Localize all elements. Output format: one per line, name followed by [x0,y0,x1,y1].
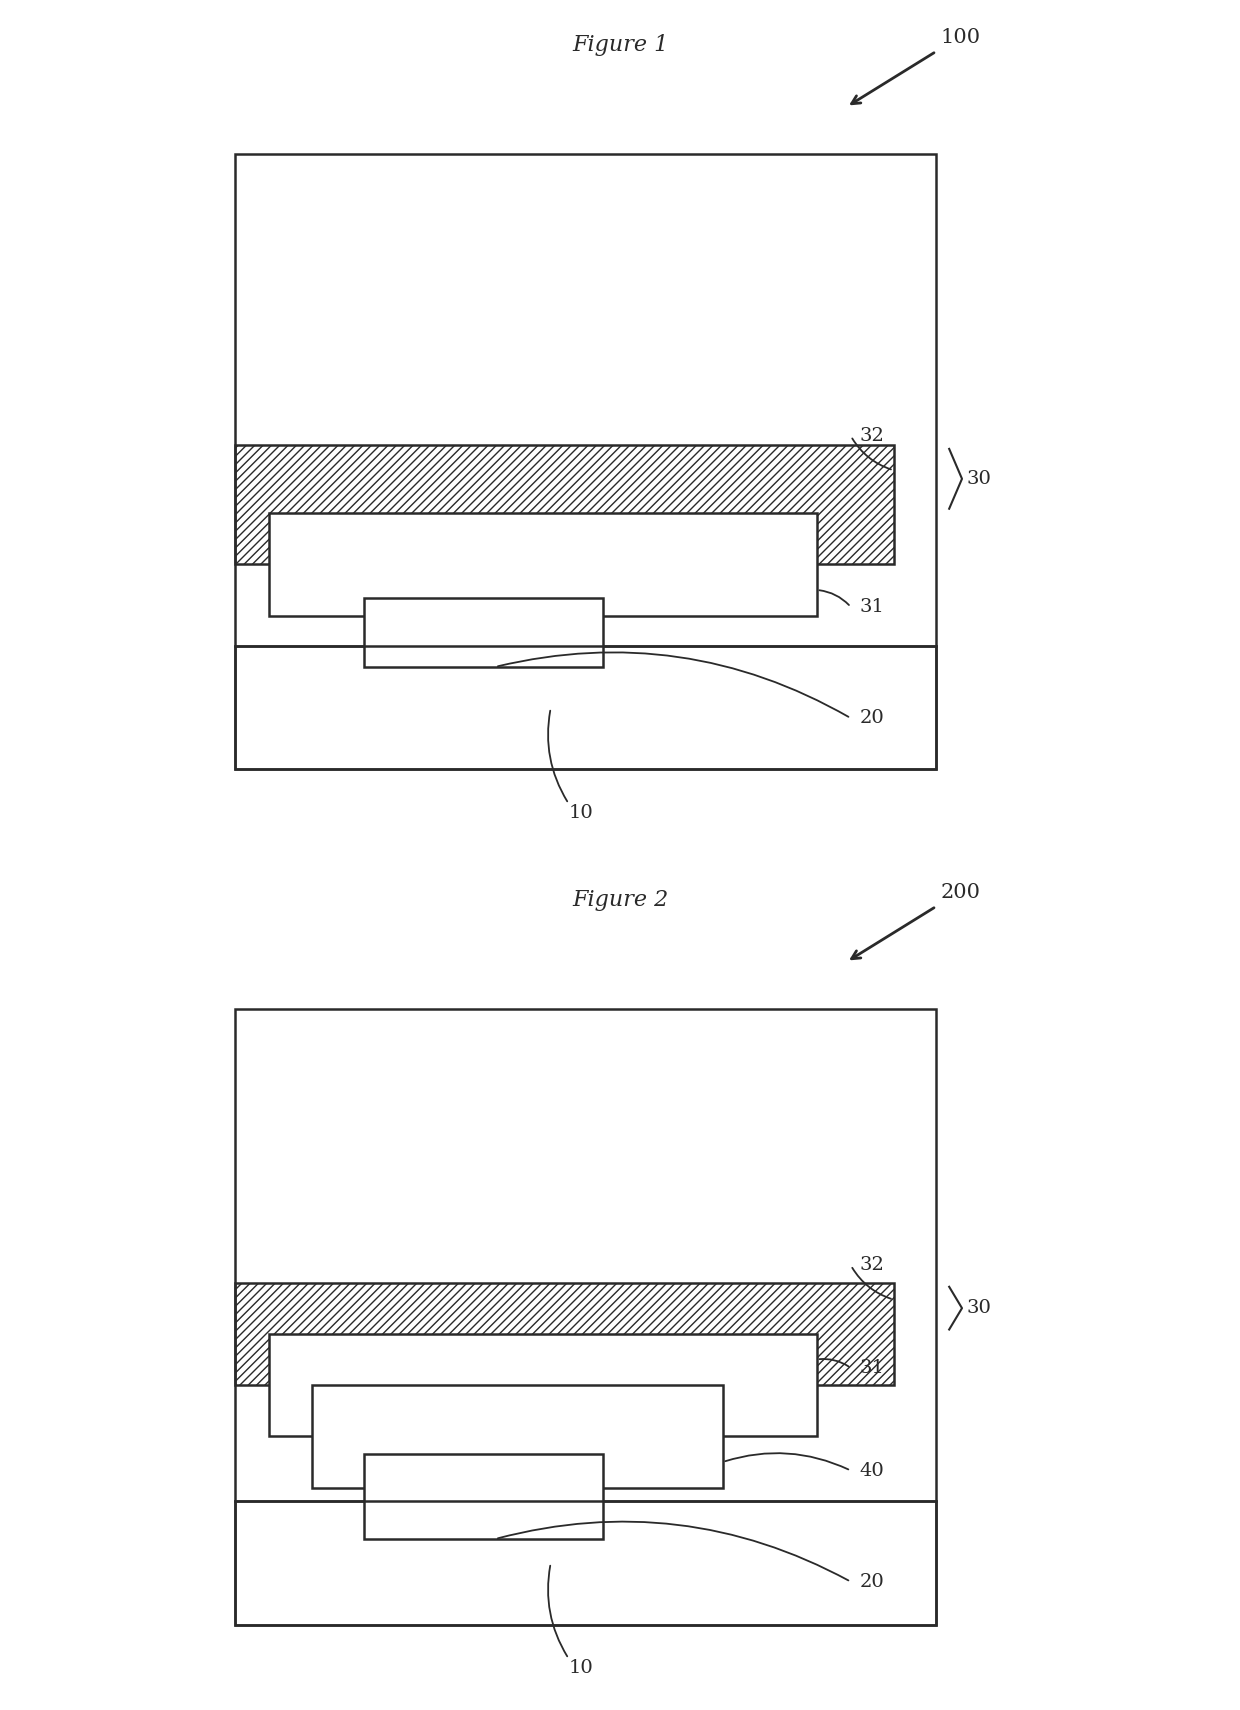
Bar [236,154,936,770]
Bar [269,1334,817,1436]
Text: 32: 32 [859,428,884,445]
Text: Figure 1: Figure 1 [572,34,668,56]
Bar [363,598,603,667]
Text: 31: 31 [859,598,884,616]
Bar [312,1385,723,1488]
Text: 10: 10 [569,804,594,823]
Bar [269,513,817,616]
Text: 20: 20 [859,710,884,727]
Text: 100: 100 [941,27,981,48]
Text: 200: 200 [941,882,981,903]
Text: 20: 20 [859,1573,884,1590]
Bar [236,445,894,564]
Text: 32: 32 [859,1257,884,1274]
Text: Figure 2: Figure 2 [572,889,668,911]
Bar [236,1282,894,1385]
Bar [236,1501,936,1624]
Text: 10: 10 [569,1659,594,1678]
Bar [236,1009,936,1624]
Bar [236,646,936,770]
Text: 30: 30 [966,470,991,487]
Bar [363,1454,603,1539]
Text: 30: 30 [966,1300,991,1317]
Text: 40: 40 [859,1462,884,1479]
Text: 31: 31 [859,1359,884,1377]
